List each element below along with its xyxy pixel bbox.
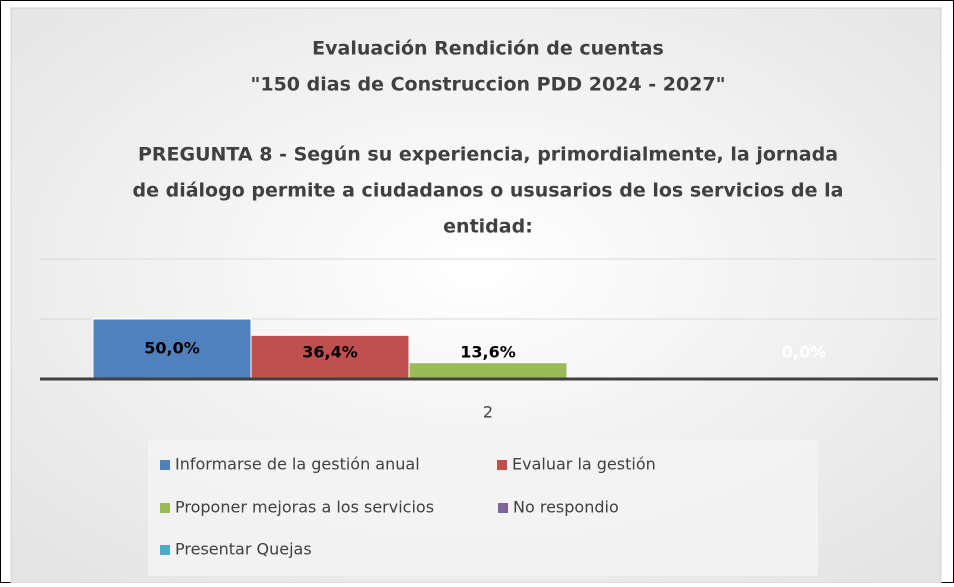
legend-swatch — [160, 503, 170, 513]
x-tick-label: 2 — [483, 403, 493, 422]
bar — [250, 334, 410, 380]
legend-label: No respondio — [513, 498, 619, 517]
legend-label: Proponer mejoras a los servicios — [175, 498, 434, 517]
value-label: 36,4% — [302, 343, 358, 362]
chart-title: Evaluación Rendición de cuentas — [312, 38, 664, 60]
legend-label: Presentar Quejas — [175, 540, 312, 559]
chart-subtitle: entidad: — [443, 216, 533, 238]
legend-box — [148, 440, 818, 576]
value-label: 50,0% — [144, 339, 200, 358]
legend-label: Evaluar la gestión — [512, 455, 656, 474]
chart-subtitle: de diálogo permite a ciudadanos o ususar… — [133, 180, 844, 202]
legend-swatch — [498, 503, 508, 513]
legend-swatch — [160, 545, 170, 555]
legend-swatch — [160, 460, 170, 470]
value-label: 0,0% — [782, 343, 826, 362]
chart-subtitle: PREGUNTA 8 - Según su experiencia, primo… — [138, 144, 838, 166]
bar — [408, 362, 568, 380]
legend-label: Informarse de la gestión anual — [175, 455, 420, 474]
legend-swatch — [497, 460, 507, 470]
chart-title: "150 dias de Construccion PDD 2024 - 202… — [250, 74, 725, 96]
value-label: 13,6% — [460, 343, 516, 362]
